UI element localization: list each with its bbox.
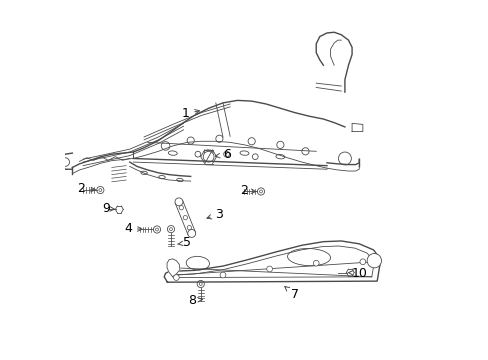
Text: 7: 7 [284,287,298,301]
Text: 8: 8 [188,294,202,307]
Circle shape [175,198,183,206]
Text: 9: 9 [102,202,115,215]
Circle shape [197,280,204,288]
Polygon shape [164,241,380,282]
Circle shape [359,259,365,265]
Circle shape [366,253,381,268]
Circle shape [179,206,183,210]
Circle shape [167,226,174,233]
Circle shape [257,188,264,195]
Circle shape [266,266,272,272]
Circle shape [220,272,225,278]
Circle shape [155,228,158,231]
Circle shape [187,230,195,237]
Circle shape [173,275,179,280]
Text: 2: 2 [77,183,95,195]
Text: 2: 2 [240,184,255,197]
Circle shape [169,228,172,230]
Circle shape [97,186,104,194]
Circle shape [199,283,202,285]
Circle shape [187,225,191,230]
Circle shape [183,216,187,220]
Circle shape [153,226,160,233]
Text: 4: 4 [124,222,142,235]
Circle shape [259,190,262,193]
Circle shape [99,189,102,192]
Text: 1: 1 [181,107,199,120]
Text: 3: 3 [206,208,223,221]
Polygon shape [167,259,180,277]
Text: 6: 6 [215,148,230,161]
Text: 10: 10 [347,267,366,280]
Polygon shape [175,201,195,235]
Circle shape [313,260,319,266]
Circle shape [203,151,214,162]
Text: 5: 5 [177,236,191,249]
